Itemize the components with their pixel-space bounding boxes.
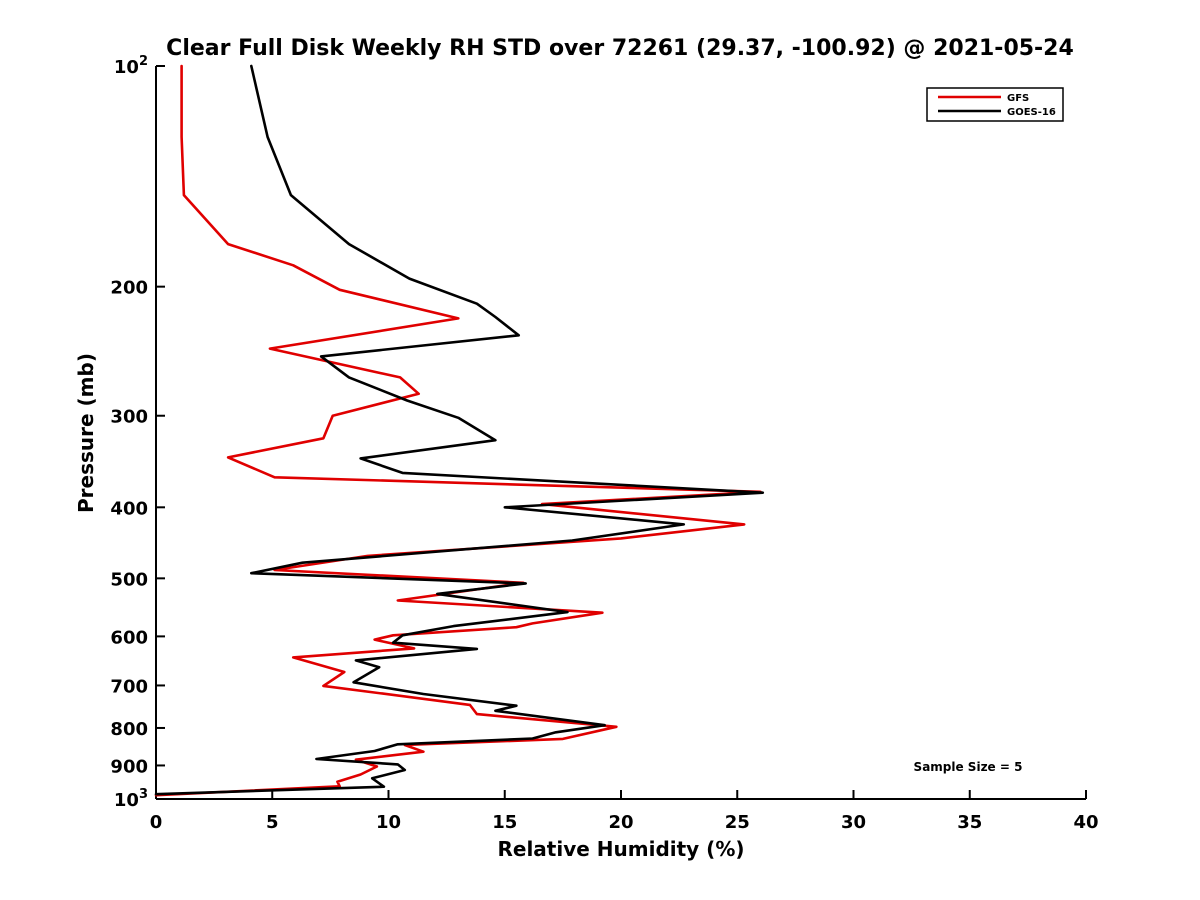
legend-box: [926, 87, 1064, 122]
x-axis-ticks: 0 5 10 15 20 25 30 35 40: [150, 790, 1099, 833]
x-tick-label: 20: [608, 812, 633, 833]
x-tick-label: 30: [841, 812, 866, 833]
chart-title: Clear Full Disk Weekly RH STD over 72261…: [166, 36, 1074, 61]
x-tick-label: 40: [1073, 812, 1098, 833]
x-tick-label: 15: [492, 812, 517, 833]
x-tick-label: 0: [150, 812, 163, 833]
x-tick-label: 5: [266, 812, 279, 833]
series-layer: [154, 64, 765, 797]
y-tick-label: 800: [110, 719, 148, 740]
x-tick-label: 35: [957, 812, 982, 833]
x-axis-label: Relative Humidity (%): [497, 837, 744, 861]
x-tick-label: 10: [376, 812, 401, 833]
y-tick-label: 500: [110, 569, 148, 590]
series-line-goes-16: [154, 64, 765, 796]
legend-label-gfs: GFS: [1007, 93, 1029, 104]
y-tick-label: 300: [110, 407, 148, 428]
x-tick-label: 25: [725, 812, 750, 833]
y-tick-label: 700: [110, 676, 148, 697]
y-tick-label-top: 102: [114, 54, 148, 78]
y-tick-label: 600: [110, 627, 148, 648]
undefined: 103: [114, 787, 148, 811]
y-tick-label: 200: [110, 278, 148, 299]
sample-size-annotation: Sample Size = 5: [914, 760, 1023, 774]
legend: GFS GOES-16: [926, 87, 1064, 122]
legend-label-goes-16: GOES-16: [1007, 107, 1056, 118]
y-tick-label: 900: [110, 756, 148, 777]
y-axis-ticks: 200 300 400 500 600 700 800 900 102 103: [110, 54, 165, 811]
y-axis-label: Pressure (mb): [74, 353, 98, 513]
y-tick-label: 400: [110, 498, 148, 519]
